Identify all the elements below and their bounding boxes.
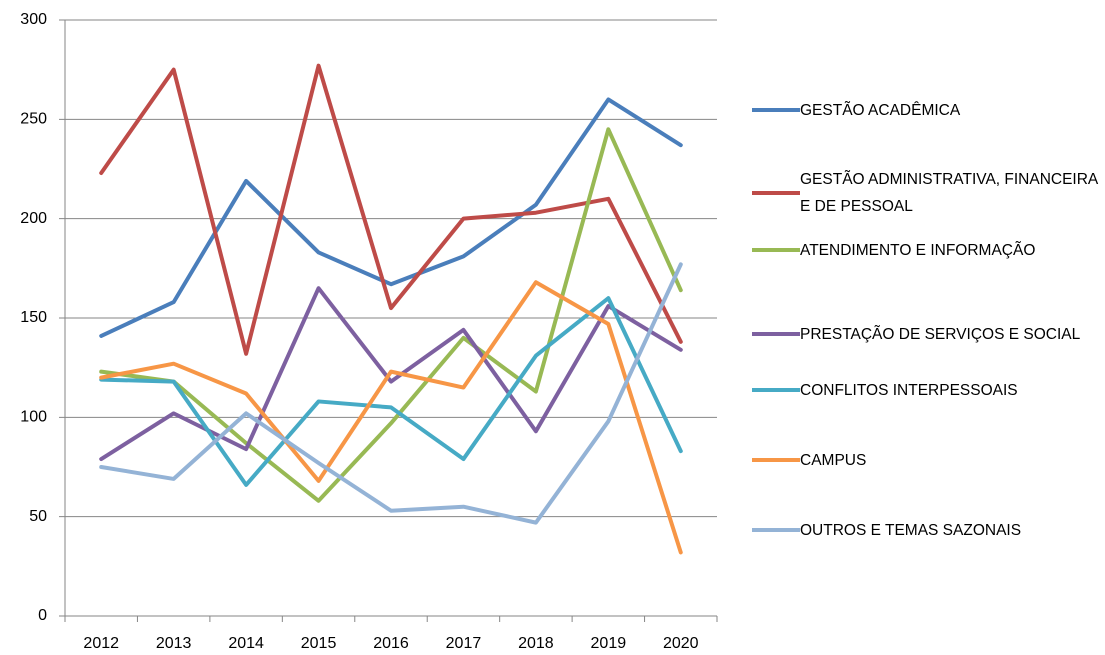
series-line	[99, 127, 683, 503]
series-line	[99, 97, 683, 338]
series-line	[99, 280, 683, 555]
legend-swatch	[752, 191, 800, 195]
x-tick-label: 2016	[373, 635, 409, 652]
legend-label: OUTROS E TEMAS SAZONAIS	[800, 521, 1022, 539]
y-tick-label: 200	[20, 210, 47, 227]
x-tick-label: 2019	[591, 635, 627, 652]
series-line	[99, 262, 683, 525]
x-tick-label: 2015	[301, 635, 337, 652]
legend-item: PRESTAÇÃO DE SERVIÇOS E SOCIAL	[752, 321, 1102, 348]
x-tick-label: 2020	[663, 635, 699, 652]
legend-swatch	[752, 248, 800, 252]
legend-swatch	[752, 528, 800, 532]
y-tick-label: 50	[29, 508, 47, 525]
legend-label: CAMPUS	[800, 451, 867, 469]
legend-swatch	[752, 332, 800, 336]
legend-item: CAMPUS	[752, 447, 1102, 474]
legend-swatch	[752, 108, 800, 112]
series-line	[99, 63, 683, 356]
series-line	[99, 296, 683, 487]
legend-item: OUTROS E TEMAS SAZONAIS	[752, 517, 1102, 544]
series-line	[99, 286, 683, 462]
legend-label: GESTÃO ACADÊMICA	[800, 101, 961, 119]
legend-label: CONFLITOS INTERPESSOAIS	[800, 381, 1018, 399]
x-tick-label: 2014	[228, 635, 264, 652]
y-tick-label: 0	[38, 607, 47, 624]
legend-swatch	[752, 458, 800, 462]
legend-item: ATENDIMENTO E INFORMAÇÃO	[752, 237, 1102, 264]
y-tick-label: 150	[20, 309, 47, 326]
x-tick-label: 2017	[446, 635, 482, 652]
legend-label: GESTÃO ADMINISTRATIVA, FINANCEIRA E DE P…	[800, 171, 1098, 215]
legend-label: PRESTAÇÃO DE SERVIÇOS E SOCIAL	[800, 325, 1081, 343]
x-tick-label: 2018	[518, 635, 554, 652]
legend-label: ATENDIMENTO E INFORMAÇÃO	[800, 241, 1036, 259]
y-tick-label: 100	[20, 409, 47, 426]
legend-item: CONFLITOS INTERPESSOAIS	[752, 377, 1102, 404]
legend-swatch	[752, 388, 800, 392]
x-tick-label: 2013	[156, 635, 192, 652]
y-tick-label: 300	[20, 11, 47, 28]
x-tick-label: 2012	[83, 635, 119, 652]
legend-item: GESTÃO ACADÊMICA	[752, 97, 1102, 124]
legend-item: GESTÃO ADMINISTRATIVA, FINANCEIRA E DE P…	[752, 166, 1102, 220]
y-tick-label: 250	[20, 111, 47, 128]
